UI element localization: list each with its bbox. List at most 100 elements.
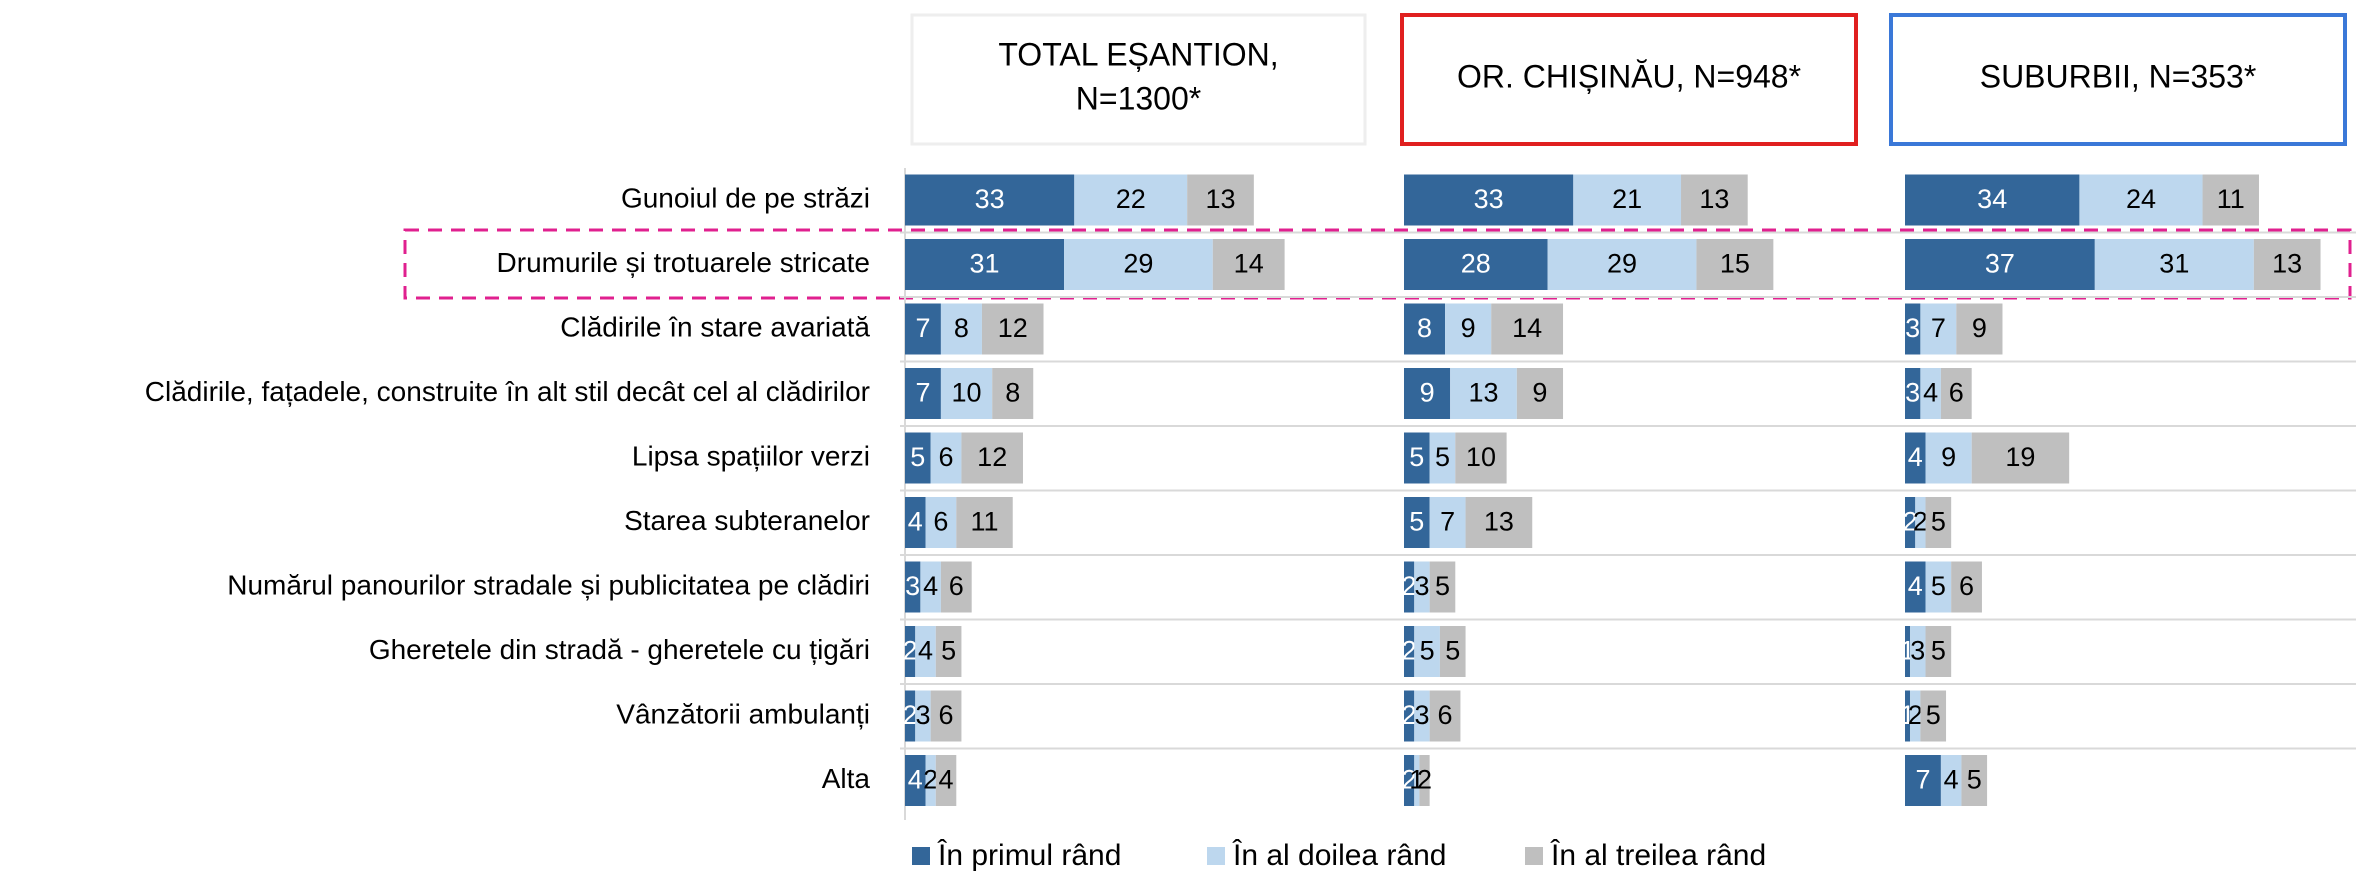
legend-label: În primul rând [937,839,1121,872]
bar-segment [1491,303,1564,355]
panel-title: N=1300* [1076,80,1201,116]
bar-segment [1547,239,1697,290]
value-label: 5 [1409,507,1424,537]
bar-segment [1404,303,1446,355]
value-label: 10 [952,378,982,408]
value-label: 8 [1005,378,1020,408]
value-label: 3 [1905,313,1920,343]
bar-segment [1905,303,1921,355]
bar-segment [905,755,926,806]
value-label: 2 [1417,765,1432,795]
value-label: 9 [1972,313,1987,343]
value-label: 13 [2272,249,2302,279]
value-label: 13 [1699,184,1729,214]
bar-segment [1414,561,1430,613]
bar-segment [1920,690,1947,742]
value-label: 5 [1926,700,1941,730]
bar-segment [1940,368,1972,419]
bar-segment [1971,432,2070,484]
bar-segment [1404,497,1430,548]
bar-segment [1414,626,1440,677]
bar-segment [905,368,941,419]
value-label: 5 [941,636,956,666]
value-label: 2 [1402,571,1417,601]
value-label: 6 [933,507,948,537]
bar-segment [1429,432,1456,484]
bar-segment [1404,174,1574,226]
bar-segment [940,561,972,613]
bar-segment [1404,561,1415,613]
panel-title: TOTAL EȘANTION, [998,36,1278,72]
value-label: 3 [915,700,930,730]
bar-segment [1681,174,1748,226]
bar-segment [1961,755,1988,806]
panel-header-box [1889,13,2347,146]
bar-segment [1905,626,1911,677]
bar-segment [1455,432,1507,484]
bar-segment [1419,755,1430,806]
bar-segment [1450,368,1517,419]
value-label: 5 [1931,636,1946,666]
value-label: 13 [1484,507,1514,537]
value-label: 5 [1435,571,1450,601]
bar-segment [1920,303,1957,355]
value-label: 6 [939,442,954,472]
value-label: 6 [1959,571,1974,601]
bar-segment [915,626,936,677]
bar-segment [1956,303,2003,355]
bar-segment [981,303,1044,355]
value-label: 4 [908,765,923,795]
bar-segment [2253,239,2321,290]
bar-segment [1905,239,2095,290]
bar-segment [1516,368,1564,419]
category-label: Starea subteranelor [624,505,870,536]
bar-segment [1925,626,1952,677]
value-label: 7 [915,378,930,408]
value-label: 19 [2005,442,2035,472]
bar-segment [1951,561,1982,613]
bar-segment [940,303,982,355]
legend-label: În al treilea rând [1550,839,1766,872]
bar-segment [1905,497,1916,548]
bar-segment [1905,561,1926,613]
bar-segment [1573,174,1682,226]
value-label: 2 [903,636,918,666]
value-label: 9 [1941,442,1956,472]
bar-segment [1404,755,1415,806]
value-label: 3 [905,571,920,601]
bar-segment [1940,755,1962,806]
value-label: 5 [1931,507,1946,537]
value-label: 3 [1414,700,1429,730]
value-label: 3 [1910,636,1925,666]
category-label: Clădirile, fațadele, construite în alt s… [145,376,870,407]
value-label: 8 [1417,313,1432,343]
bar-segment [1925,497,1952,548]
value-label: 9 [1461,313,1476,343]
bar-segment [1905,174,2080,226]
bar-segment [1465,497,1533,548]
value-label: 2 [1913,507,1928,537]
bar-segment [930,432,962,484]
bar-segment [1439,626,1466,677]
bar-segment [925,755,936,806]
bar-segment [1910,626,1926,677]
value-label: 31 [2159,249,2189,279]
value-label: 7 [1915,765,1930,795]
bar-segment [1404,690,1415,742]
value-label: 4 [1923,378,1938,408]
bar-segment [1905,432,1926,484]
value-label: 5 [1420,636,1435,666]
value-label: 4 [1908,571,1923,601]
legend-swatch [1207,847,1225,865]
bar-segment [925,497,957,548]
bar-segment [905,497,926,548]
value-label: 33 [975,184,1005,214]
value-label: 37 [1985,249,2015,279]
highlight-box [403,228,2352,300]
bar-segment [905,432,931,484]
value-label: 6 [1438,700,1453,730]
value-label: 8 [954,313,969,343]
value-label: 11 [2217,184,2245,214]
category-label: Numărul panourilor stradale și publicita… [227,569,870,600]
bar-segment [1404,239,1548,290]
